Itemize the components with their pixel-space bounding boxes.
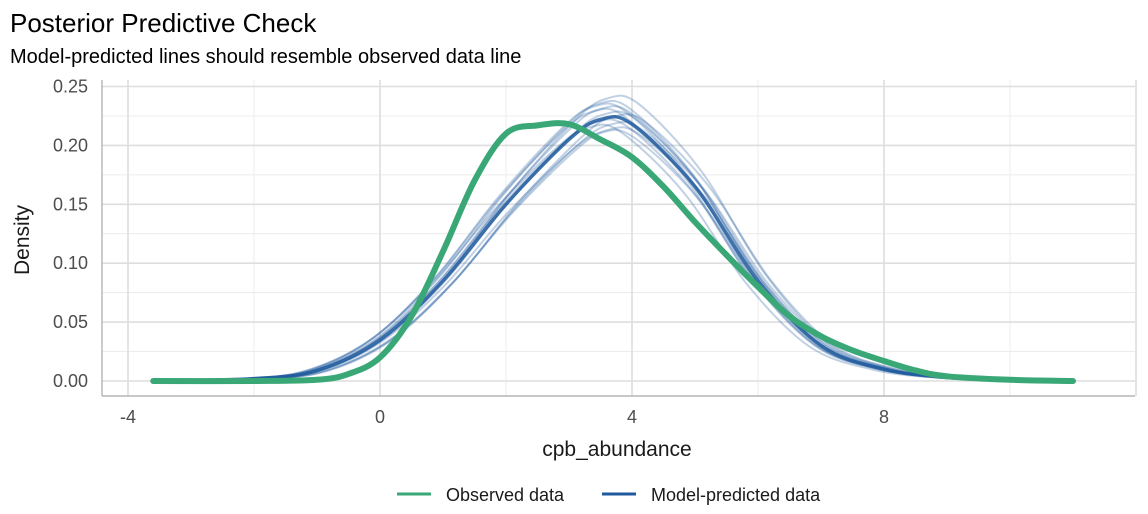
observed-data-line <box>150 120 1076 385</box>
x-tick-label: -4 <box>120 407 136 427</box>
model-predicted-draw <box>153 113 1074 382</box>
legend-label-predicted: Model-predicted data <box>651 485 821 505</box>
legend-label-observed: Observed data <box>446 485 565 505</box>
y-tick-label: 0.10 <box>53 253 88 273</box>
model-predicted-draw <box>153 128 1074 382</box>
chart-subtitle: Model-predicted lines should resemble ob… <box>10 46 521 68</box>
grid <box>102 80 1137 396</box>
y-tick-label: 0.15 <box>53 194 88 214</box>
observed-data-lines <box>150 120 1076 385</box>
y-axis-ticks: 0.00 0.05 0.10 0.15 0.20 0.25 <box>53 77 88 392</box>
x-tick-label: 4 <box>627 407 637 427</box>
y-tick-label: 0.20 <box>53 135 88 155</box>
y-axis-title: Density <box>11 204 34 275</box>
y-tick-label: 0.00 <box>53 371 88 391</box>
model-predicted-draw <box>153 94 1074 382</box>
model-predicted-lines <box>153 94 1074 383</box>
model-predicted-draw <box>153 107 1074 382</box>
model-predicted-line <box>153 114 1074 383</box>
y-tick-label: 0.05 <box>53 312 88 332</box>
model-predicted-draw <box>153 126 1074 382</box>
x-axis-title: cpb_abundance <box>542 438 691 461</box>
model-predicted-draw <box>153 110 1074 382</box>
model-predicted-draw <box>153 118 1074 382</box>
chart-title: Posterior Predictive Check <box>10 8 317 38</box>
legend: Observed data Model-predicted data <box>397 485 821 505</box>
x-axis-ticks: -4 0 4 8 <box>120 407 889 427</box>
x-tick-label: 8 <box>879 407 889 427</box>
model-predicted-draw <box>153 120 1074 382</box>
model-predicted-draw <box>153 123 1074 382</box>
x-tick-label: 0 <box>375 407 385 427</box>
y-tick-label: 0.25 <box>53 77 88 97</box>
